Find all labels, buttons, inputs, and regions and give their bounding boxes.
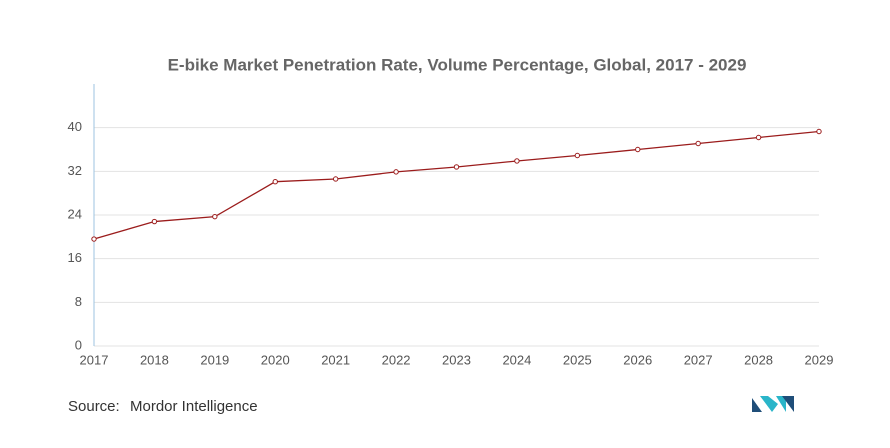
x-tick-label: 2018 [140, 352, 169, 367]
point [91, 236, 97, 242]
x-tick-label: 2022 [382, 352, 411, 367]
logo [752, 396, 794, 412]
y-tick-label: 32 [68, 163, 82, 178]
y-tick-label: 24 [68, 206, 82, 221]
point [272, 179, 278, 185]
point [755, 134, 762, 141]
x-tick-label: 2019 [200, 352, 229, 367]
x-tick-label: 2028 [744, 352, 773, 367]
point [453, 164, 460, 170]
point [574, 152, 581, 159]
x-tick-label: 2026 [623, 352, 652, 367]
point [816, 128, 822, 135]
x-tick-label: 2021 [321, 352, 350, 367]
series-line [93, 130, 820, 240]
point [332, 176, 339, 182]
x-tick-label: 2025 [563, 352, 592, 367]
y-tick-label: 8 [75, 294, 82, 309]
y-tick-label: 0 [75, 337, 82, 352]
point [695, 140, 701, 147]
point [212, 213, 218, 220]
x-tick-label: 2027 [684, 352, 713, 367]
y-tick-label: 40 [68, 119, 82, 134]
point [151, 218, 158, 225]
x-tick-label: 2017 [80, 352, 109, 367]
y-tick-label: 16 [68, 250, 82, 265]
x-tick-label: 2024 [502, 352, 531, 367]
x-tick-label: 2029 [805, 352, 834, 367]
point [635, 146, 641, 153]
chart-title: E-bike Market Penetration Rate, Volume P… [168, 55, 747, 74]
x-tick-label: 2020 [261, 352, 290, 367]
source: Mordor Intelligence [130, 398, 258, 415]
x-tick-label: 2023 [442, 352, 471, 367]
point [514, 158, 520, 164]
source-label: Source: [68, 398, 120, 415]
point [393, 169, 399, 175]
